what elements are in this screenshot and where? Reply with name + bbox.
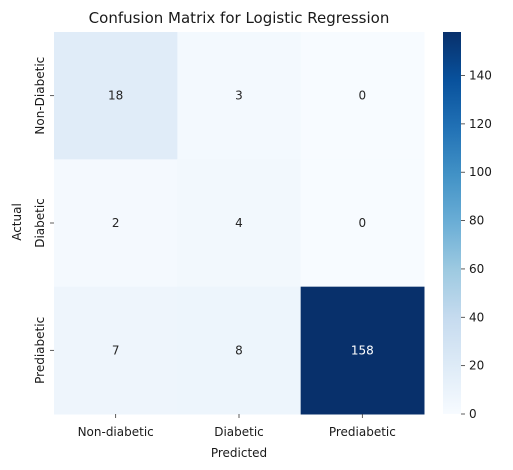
colorbar-ticks: 0 20 40 60 80 100 120 140: [461, 69, 492, 421]
y-tick-label-1: Diabetic: [33, 198, 47, 248]
cell-value-1-1: 4: [235, 216, 243, 230]
heatmap-cell-1-0: [54, 159, 178, 288]
cell-value-2-0: 7: [112, 343, 120, 357]
cell-value-0-2: 0: [359, 89, 367, 103]
x-axis-ticks: Non-diabetic Diabetic Prediabetic: [78, 414, 396, 439]
x-tick-label-0: Non-diabetic: [78, 425, 154, 439]
heatmap-cell-1-1: [177, 159, 302, 288]
heatmap-cell-2-0: [54, 286, 178, 415]
heatmap-cell-1-2: [300, 159, 425, 288]
cell-value-1-0: 2: [112, 216, 120, 230]
y-axis-ticks: Non-Diabetic Diabetic Prediabetic: [33, 57, 54, 384]
chart-title: Confusion Matrix for Logistic Regression: [89, 9, 390, 27]
heatmap-cell-0-0: [54, 32, 178, 160]
colorbar-tick-label-1: 20: [469, 359, 484, 373]
cell-value-2-1: 8: [235, 343, 243, 357]
y-tick-label-2: Prediabetic: [33, 317, 47, 384]
x-axis-label: Predicted: [211, 446, 267, 460]
heatmap-cell-2-1: [177, 286, 302, 415]
heatmap-cells: [54, 32, 425, 415]
colorbar-tick-label-5: 100: [469, 165, 492, 179]
x-tick-label-1: Diabetic: [214, 425, 264, 439]
colorbar-tick-label-2: 40: [469, 310, 484, 324]
heatmap-cell-labels: 18 3 0 2 4 0 7 8 158: [108, 89, 374, 358]
cell-value-2-2: 158: [351, 343, 374, 357]
y-axis-label: Actual: [10, 203, 24, 241]
colorbar-tick-label-6: 120: [469, 117, 492, 131]
heatmap-cell-0-1: [177, 32, 302, 160]
heatmap-cell-0-2: [300, 32, 425, 160]
colorbar-tick-label-3: 60: [469, 262, 484, 276]
colorbar-tick-label-7: 140: [469, 69, 492, 83]
colorbar: [443, 32, 461, 414]
cell-value-1-2: 0: [359, 216, 367, 230]
x-tick-label-2: Prediabetic: [329, 425, 396, 439]
y-tick-label-0: Non-Diabetic: [33, 57, 47, 135]
colorbar-tick-label-4: 80: [469, 214, 484, 228]
cell-value-0-1: 3: [235, 89, 243, 103]
cell-value-0-0: 18: [108, 89, 123, 103]
colorbar-tick-label-0: 0: [469, 407, 477, 421]
heatmap-cell-2-2: [300, 286, 425, 415]
